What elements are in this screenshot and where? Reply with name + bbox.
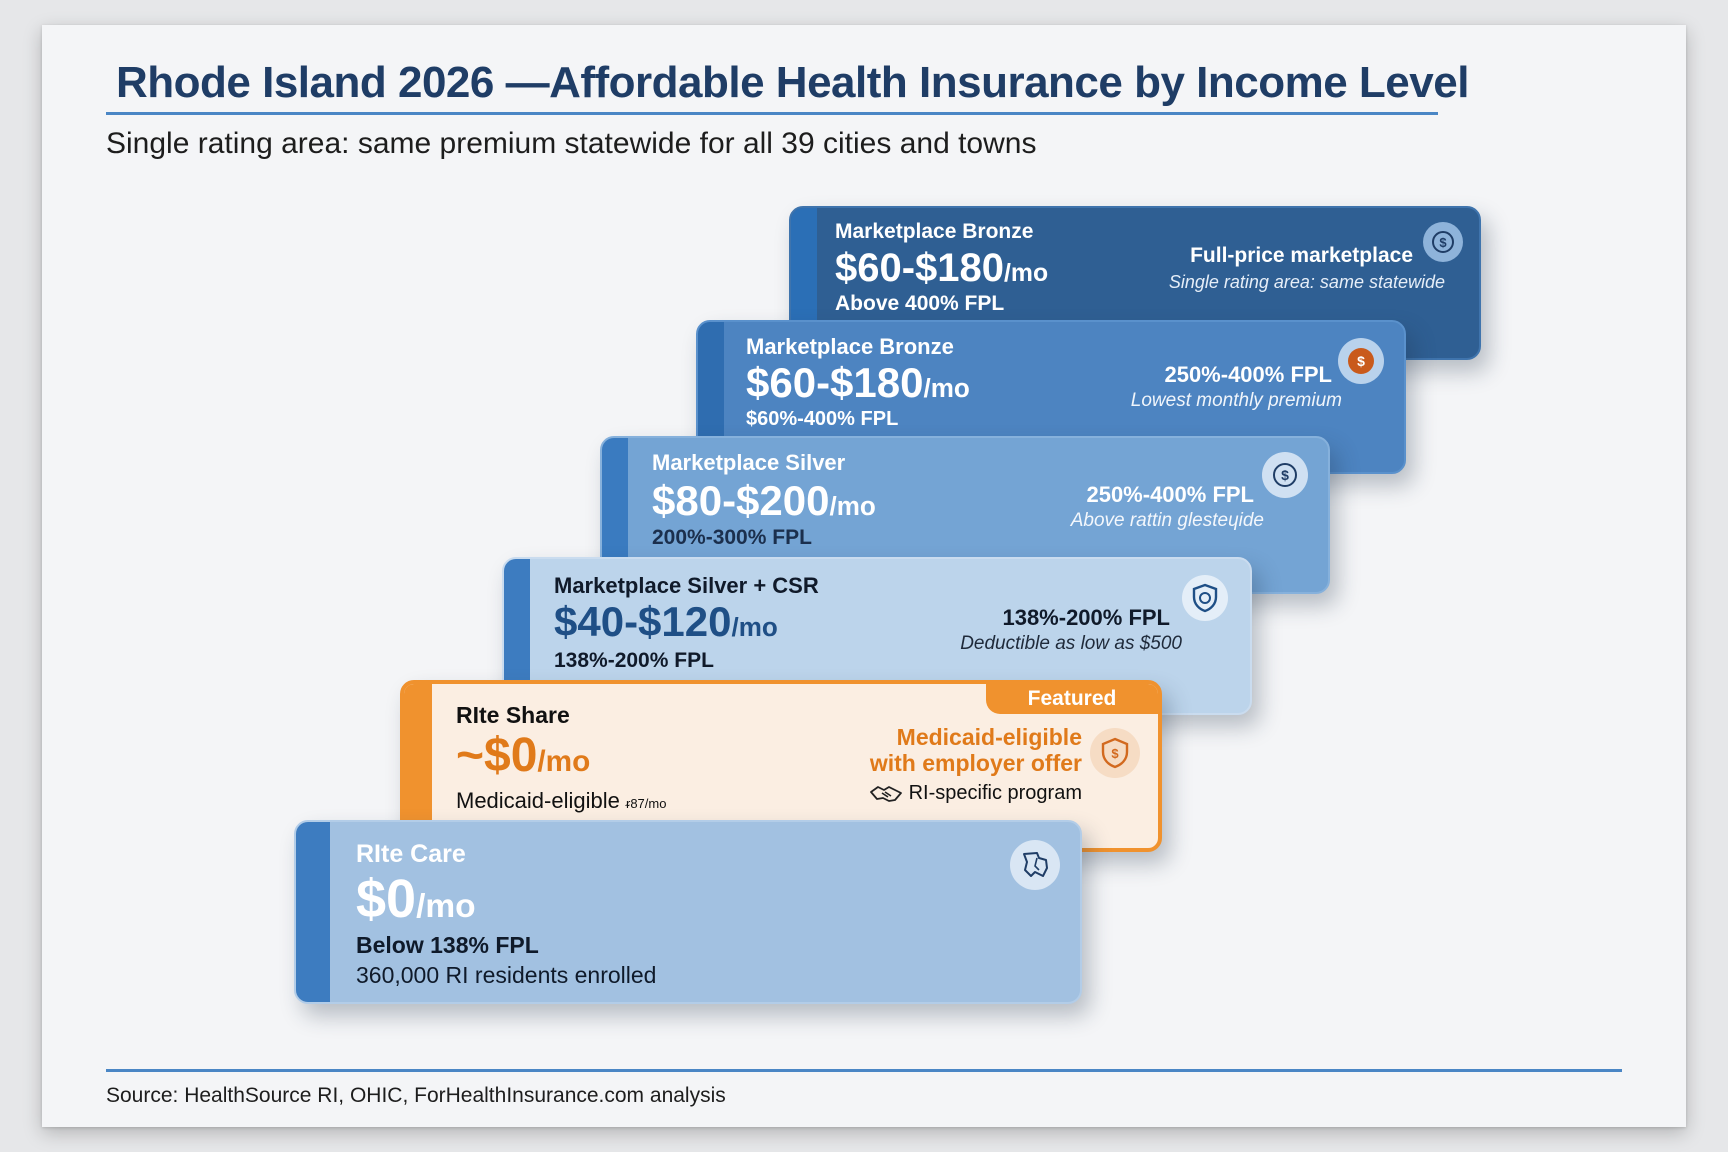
tier-right-title-line2: with employer offer — [869, 750, 1082, 776]
source-note: Source: HealthSource RI, OHIC, ForHealth… — [106, 1084, 726, 1107]
rhode-island-map-icon — [1010, 840, 1060, 890]
handshake-icon — [869, 784, 903, 804]
tier-price-unit: /mo — [1004, 260, 1049, 287]
title-underline — [106, 112, 1438, 115]
tier-right-subtitle: Single rating area: same statewide — [1168, 272, 1445, 292]
tier-name: RIte Care — [356, 840, 466, 868]
tier-price: $60-$180/mo — [746, 362, 970, 404]
tier-right-subtitle: Deductible as low as $500 — [960, 633, 1182, 654]
tier-name: Marketplace Silver — [652, 450, 846, 475]
tier-price: ~$0/mo — [456, 732, 590, 780]
tier-price-value: $0 — [356, 869, 417, 929]
dollar-coin-icon: $ — [1423, 222, 1463, 262]
tier-fpl: Medicaid-eligible ᵲ87/mo — [456, 788, 666, 814]
page-subtitle: Single rating area: same premium statewi… — [106, 127, 1037, 160]
tier-name: RIte Share — [456, 702, 570, 728]
tier-fpl: Above 400% FPL — [835, 292, 1005, 315]
tier-fpl: $60%-400% FPL — [746, 408, 899, 430]
tier-price-unit: /mo — [537, 745, 591, 778]
tier-card-rite-care: RIte Care $0/mo Below 138% FPL 360,000 R… — [294, 820, 1082, 1004]
tier-price: $40-$120/mo — [554, 601, 778, 643]
footer-rule — [106, 1069, 1622, 1072]
svg-text:$: $ — [1281, 467, 1289, 483]
tier-right-title: 138%-200% FPL — [1002, 605, 1170, 630]
svg-text:$: $ — [1357, 353, 1365, 369]
shield-icon — [1182, 575, 1228, 621]
tier-fpl: 138%-200% FPL — [554, 649, 714, 672]
tier-price: $0/mo — [356, 872, 476, 926]
shield-dollar-icon: $ — [1090, 728, 1140, 778]
tier-right-title-line1: Medicaid-eligible — [896, 724, 1082, 750]
tier-right-subtitle-text: RI-specific program — [908, 782, 1082, 804]
tier-price-unit: /mo — [416, 888, 476, 925]
tier-fpl-note: ᵲ87/mo — [626, 796, 667, 811]
svg-text:$: $ — [1111, 746, 1119, 761]
tier-price-value: $80-$200 — [652, 477, 830, 524]
tier-enrolled: 360,000 RI residents enrolled — [356, 962, 657, 988]
tier-price: $60-$180/mo — [835, 248, 1048, 288]
tier-accent-bar — [296, 822, 330, 1002]
tier-name: Marketplace Silver + CSR — [554, 573, 819, 598]
tier-right-title: Full-price marketplace — [1190, 244, 1413, 267]
tier-price-value: $60-$180 — [746, 359, 924, 406]
tier-right-title: 250%-400% FPL — [1164, 362, 1332, 387]
tier-name: Marketplace Bronze — [746, 334, 954, 359]
tier-fpl-value: Medicaid-eligible — [456, 788, 620, 813]
tier-price-unit: /mo — [829, 491, 876, 521]
tier-price-unit: /mo — [731, 612, 778, 642]
tier-price-unit: /mo — [923, 373, 970, 403]
tier-fpl: 200%-300% FPL — [652, 526, 812, 549]
tier-fpl: Below 138% FPL — [356, 932, 539, 958]
tier-right-title: 250%-400% FPL — [1086, 482, 1254, 507]
svg-text:$: $ — [1439, 235, 1447, 250]
page-title: Rhode Island 2026 —Affordable Health Ins… — [116, 58, 1469, 107]
tier-price-value: $40-$120 — [554, 598, 732, 645]
tier-right-subtitle: Lowest monthly premium — [1130, 390, 1342, 411]
dollar-coin-icon: $ — [1338, 338, 1384, 384]
tier-name: Marketplace Bronze — [835, 220, 1034, 243]
tier-right-subtitle: Above rattin glesteɥide — [1070, 510, 1264, 531]
tier-price-value: ~$0 — [456, 729, 538, 782]
tier-price: $80-$200/mo — [652, 480, 876, 522]
tier-price-value: $60-$180 — [835, 246, 1005, 290]
dollar-coin-icon: $ — [1262, 452, 1308, 498]
tier-card-bronze-above-400: Marketplace Bronze $60-$180/mo Above 400… — [789, 206, 1481, 360]
featured-badge: Featured — [986, 684, 1158, 714]
tier-right-subtitle: RI-specific program — [869, 782, 1082, 805]
